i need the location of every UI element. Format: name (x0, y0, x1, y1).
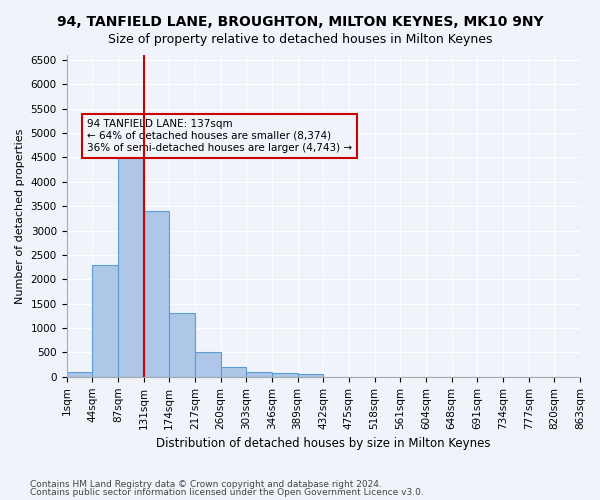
X-axis label: Distribution of detached houses by size in Milton Keynes: Distribution of detached houses by size … (156, 437, 491, 450)
Text: Size of property relative to detached houses in Milton Keynes: Size of property relative to detached ho… (108, 32, 492, 46)
Text: Contains public sector information licensed under the Open Government Licence v3: Contains public sector information licen… (30, 488, 424, 497)
Text: Contains HM Land Registry data © Crown copyright and database right 2024.: Contains HM Land Registry data © Crown c… (30, 480, 382, 489)
Bar (272, 373, 298, 377)
Bar (195, 352, 221, 377)
Text: 94, TANFIELD LANE, BROUGHTON, MILTON KEYNES, MK10 9NY: 94, TANFIELD LANE, BROUGHTON, MILTON KEY… (56, 15, 544, 29)
Bar (67, 372, 92, 377)
Bar (298, 374, 323, 377)
Y-axis label: Number of detached properties: Number of detached properties (15, 128, 25, 304)
Bar (246, 372, 272, 377)
Bar (143, 211, 169, 377)
Bar (221, 367, 246, 377)
Bar (169, 314, 195, 377)
Bar (118, 114, 143, 377)
Bar (92, 264, 118, 377)
Text: 94 TANFIELD LANE: 137sqm
← 64% of detached houses are smaller (8,374)
36% of sem: 94 TANFIELD LANE: 137sqm ← 64% of detach… (87, 120, 352, 152)
